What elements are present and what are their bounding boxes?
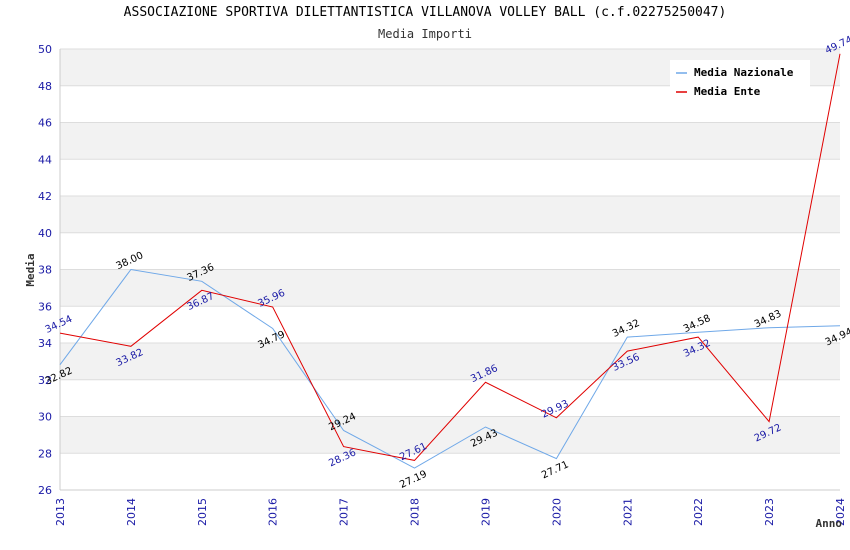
x-tick-label: 2014	[125, 498, 138, 526]
chart-subtitle: Media Importi	[378, 27, 472, 41]
legend-box	[670, 60, 810, 102]
grid-band	[60, 269, 840, 307]
grid-band	[60, 306, 840, 343]
series-line-media-ente	[59, 53, 841, 461]
y-tick-label: 32	[38, 374, 52, 387]
y-tick-label: 34	[38, 337, 52, 350]
y-tick-label: 46	[38, 117, 52, 130]
x-tick-label: 2017	[338, 498, 351, 526]
y-tick-label: 48	[38, 80, 52, 93]
x-tick-label: 2023	[763, 498, 776, 526]
grid-band	[60, 122, 840, 160]
y-tick-label: 40	[38, 227, 52, 240]
x-tick-label: 2022	[692, 498, 705, 526]
grid-band	[60, 379, 840, 417]
x-tick-label: 2019	[479, 498, 492, 526]
x-tick-label: 2024	[834, 498, 847, 526]
y-tick-label: 44	[38, 153, 52, 166]
y-tick-label: 26	[38, 484, 52, 497]
x-tick-label: 2013	[54, 498, 67, 526]
y-tick-label: 50	[38, 43, 52, 56]
y-axis-title: Media	[24, 253, 37, 286]
y-tick-label: 38	[38, 264, 52, 277]
y-tick-label: 36	[38, 300, 52, 313]
y-tick-label: 30	[38, 411, 52, 424]
grid-band	[60, 232, 840, 270]
grid-band	[60, 159, 840, 196]
y-tick-label: 28	[38, 447, 52, 460]
x-tick-label: 2015	[196, 498, 209, 526]
legend-label: Media Nazionale	[694, 66, 794, 79]
grid-band	[60, 453, 840, 490]
x-tick-label: 2021	[621, 498, 634, 526]
x-axis-title: Anno	[816, 517, 843, 530]
chart-title: ASSOCIAZIONE SPORTIVA DILETTANTISTICA VI…	[123, 5, 727, 20]
series-line-media-nazionale	[59, 268, 841, 469]
grid-band	[60, 196, 840, 233]
legend-label: Media Ente	[694, 85, 761, 98]
x-tick-label: 2016	[267, 498, 280, 526]
y-tick-label: 42	[38, 190, 52, 203]
x-tick-label: 2018	[409, 498, 422, 526]
x-tick-label: 2020	[550, 498, 563, 526]
grid-band	[60, 343, 840, 380]
